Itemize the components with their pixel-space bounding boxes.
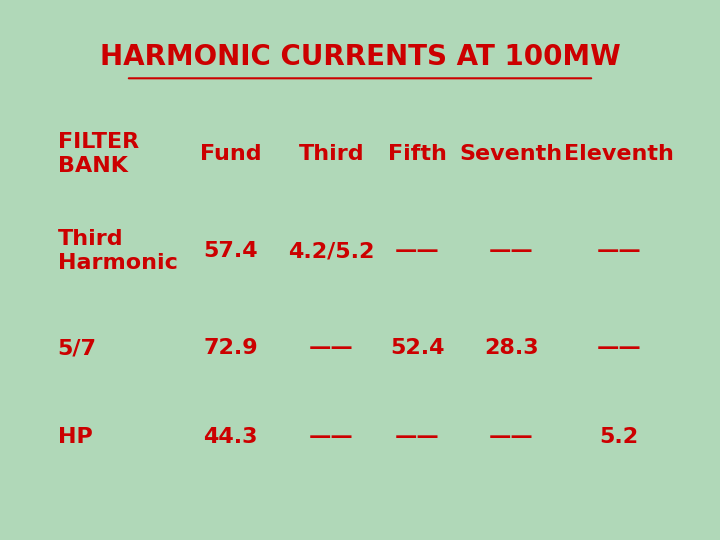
Text: Third: Third: [298, 144, 364, 164]
Text: ——: ——: [489, 427, 534, 448]
Text: 5/7: 5/7: [58, 338, 96, 359]
Text: 72.9: 72.9: [203, 338, 258, 359]
Text: 44.3: 44.3: [203, 427, 258, 448]
Text: ——: ——: [309, 427, 354, 448]
Text: 5.2: 5.2: [600, 427, 639, 448]
Text: ——: ——: [395, 427, 440, 448]
Text: 4.2/5.2: 4.2/5.2: [288, 241, 374, 261]
Text: ——: ——: [597, 338, 642, 359]
Text: Seventh: Seventh: [459, 144, 563, 164]
Text: HARMONIC CURRENTS AT 100MW: HARMONIC CURRENTS AT 100MW: [99, 43, 621, 71]
Text: Eleventh: Eleventh: [564, 144, 674, 164]
Text: Third
Harmonic: Third Harmonic: [58, 230, 177, 273]
Text: Fifth: Fifth: [388, 144, 447, 164]
Text: Fund: Fund: [199, 144, 261, 164]
Text: ——: ——: [309, 338, 354, 359]
Text: ——: ——: [489, 241, 534, 261]
Text: HP: HP: [58, 427, 92, 448]
Text: ——: ——: [395, 241, 440, 261]
Text: FILTER
BANK: FILTER BANK: [58, 132, 139, 176]
Text: ——: ——: [597, 241, 642, 261]
Text: 52.4: 52.4: [390, 338, 445, 359]
Text: 28.3: 28.3: [484, 338, 539, 359]
Text: 57.4: 57.4: [203, 241, 258, 261]
